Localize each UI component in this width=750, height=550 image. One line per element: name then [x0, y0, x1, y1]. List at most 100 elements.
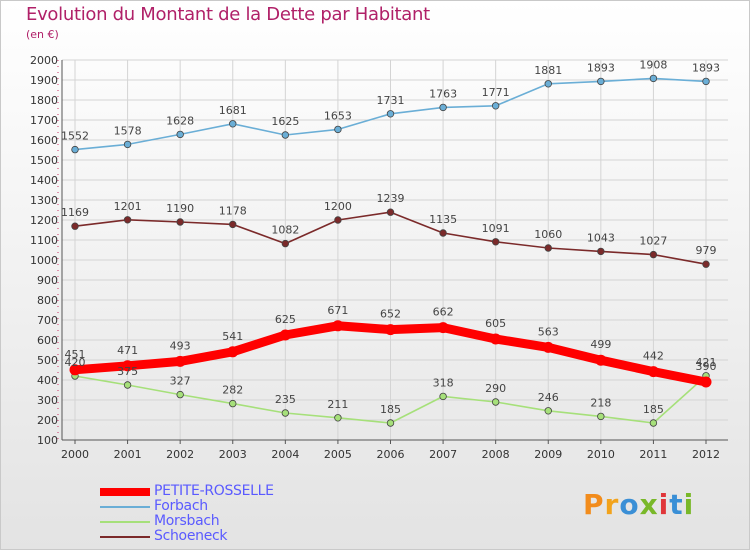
data-point-morsbach [334, 414, 342, 422]
plot-area [62, 60, 728, 440]
data-point-forbach [491, 102, 500, 110]
data-label-forbach: 1628 [166, 114, 194, 127]
legend-swatch-petite-rosselle [100, 488, 150, 496]
data-label-morsbach: 211 [327, 398, 348, 411]
data-label-forbach: 1578 [114, 124, 142, 137]
y-tick-label: 100 [37, 434, 58, 447]
y-tick-label: 300 [37, 394, 58, 407]
data-label-petite-rosselle: 493 [170, 339, 191, 352]
data-label-morsbach: 218 [590, 396, 611, 409]
data-point-petite-rosselle [700, 376, 712, 388]
data-label-schoeneck: 979 [696, 244, 717, 257]
data-point-schoeneck [597, 247, 605, 256]
data-point-morsbach [229, 399, 237, 408]
y-tick-label: 1300 [30, 194, 58, 207]
data-label-petite-rosselle: 541 [222, 330, 243, 343]
y-tick-label: 200 [37, 414, 58, 427]
data-point-morsbach [281, 409, 290, 417]
legend-label-morsbach: Morsbach [154, 513, 220, 529]
data-label-schoeneck: 1200 [324, 200, 352, 213]
y-tick-label: 1000 [30, 254, 58, 267]
data-point-morsbach [597, 412, 605, 421]
data-label-schoeneck: 1178 [219, 204, 247, 217]
x-tick-label: 2003 [219, 448, 247, 461]
data-point-morsbach [439, 392, 447, 401]
data-point-morsbach [123, 381, 132, 389]
x-tick-label: 2000 [61, 448, 89, 461]
legend-item-petite-rosselle: PETITE-ROSSELLE [100, 484, 340, 499]
y-tick-label: 2000 [30, 54, 58, 67]
data-point-petite-rosselle [279, 329, 291, 341]
data-point-schoeneck [649, 250, 658, 259]
x-tick-label: 2010 [587, 448, 615, 461]
data-label-schoeneck: 1135 [429, 213, 457, 226]
data-point-morsbach [176, 390, 184, 399]
data-label-petite-rosselle: 671 [327, 304, 348, 317]
data-label-forbach: 1763 [429, 87, 457, 100]
y-tick-label: 800 [37, 294, 58, 307]
data-label-schoeneck: 1091 [482, 222, 510, 235]
y-tick-label: 600 [37, 334, 58, 347]
x-tick-label: 2001 [114, 448, 142, 461]
data-label-morsbach: 185 [643, 403, 664, 416]
data-point-forbach [123, 140, 132, 149]
data-label-schoeneck: 1169 [61, 206, 89, 219]
data-label-petite-rosselle: 563 [538, 325, 559, 338]
logo-letter: i [683, 488, 695, 521]
y-tick-label: 1100 [30, 234, 58, 247]
proxiti-logo: Proxiti [583, 488, 694, 521]
data-label-morsbach: 185 [380, 403, 401, 416]
data-point-forbach [544, 80, 552, 88]
y-tick-label: 1200 [30, 214, 58, 227]
data-label-forbach: 1908 [639, 58, 667, 71]
x-tick-label: 2011 [639, 448, 667, 461]
legend-label-forbach: Forbach [154, 498, 208, 514]
data-label-petite-rosselle: 499 [590, 338, 611, 351]
data-point-schoeneck [71, 222, 79, 230]
x-tick-label: 2005 [324, 448, 352, 461]
data-point-morsbach [491, 398, 500, 406]
data-point-schoeneck [123, 216, 132, 224]
logo-letter: r [604, 488, 620, 521]
data-label-petite-rosselle: 652 [380, 308, 401, 321]
legend-label-schoeneck: Schoeneck [154, 528, 228, 544]
y-tick-label: 1400 [30, 174, 58, 187]
data-point-forbach [439, 103, 447, 112]
data-label-forbach: 1625 [271, 115, 299, 128]
data-point-schoeneck [491, 238, 500, 246]
data-label-schoeneck: 1082 [271, 224, 299, 237]
data-label-schoeneck: 1239 [377, 192, 405, 205]
data-label-forbach: 1552 [61, 130, 89, 143]
y-tick-label: 1900 [30, 74, 58, 87]
data-label-forbach: 1653 [324, 109, 352, 122]
data-label-schoeneck: 1027 [639, 235, 667, 248]
x-tick-label: 2012 [692, 448, 720, 461]
data-point-morsbach [386, 419, 395, 427]
data-label-forbach: 1681 [219, 104, 247, 117]
legend-item-morsbach: Morsbach [100, 514, 340, 529]
data-point-schoeneck [702, 260, 710, 268]
data-label-forbach: 1731 [377, 94, 405, 107]
data-point-forbach [597, 77, 605, 86]
data-point-petite-rosselle [542, 341, 554, 353]
logo-letter: i [658, 488, 670, 521]
legend-item-schoeneck: Schoeneck [100, 529, 340, 544]
data-point-petite-rosselle [647, 366, 659, 378]
data-label-morsbach: 318 [433, 376, 454, 389]
data-label-morsbach: 290 [485, 382, 506, 395]
data-point-petite-rosselle [227, 346, 239, 358]
data-label-forbach: 1881 [534, 64, 562, 77]
data-point-schoeneck [439, 229, 447, 237]
data-point-petite-rosselle [332, 320, 344, 332]
data-point-schoeneck [229, 220, 237, 229]
data-label-schoeneck: 1201 [114, 200, 142, 213]
data-label-morsbach: 235 [275, 393, 296, 406]
data-point-morsbach [649, 419, 658, 427]
y-tick-label: 500 [37, 354, 58, 367]
data-label-schoeneck: 1043 [587, 231, 615, 244]
data-point-schoeneck [334, 216, 342, 224]
x-tick-label: 2006 [377, 448, 405, 461]
y-tick-label: 900 [37, 274, 58, 287]
y-tick-label: 700 [37, 314, 58, 327]
